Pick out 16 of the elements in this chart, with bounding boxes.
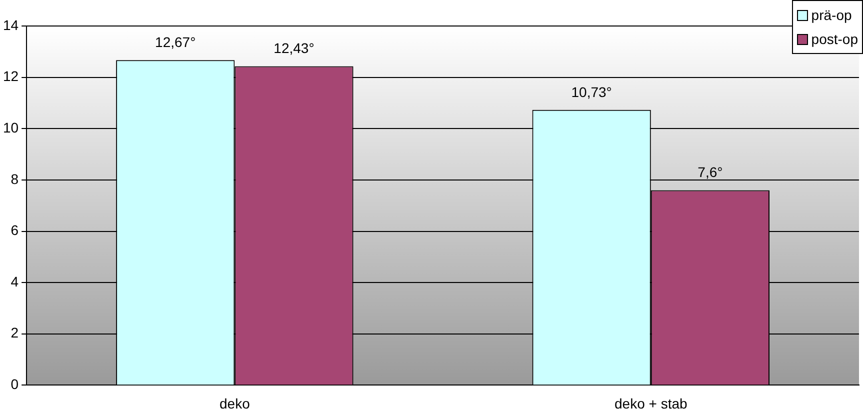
y-tick-label: 2 xyxy=(10,324,19,341)
y-tick-label: 12 xyxy=(2,68,19,84)
x-tick-label: deko xyxy=(220,395,250,412)
y-tick-label: 14 xyxy=(2,16,19,33)
y-tick-label: 10 xyxy=(2,119,19,136)
y-tick-label: 0 xyxy=(10,376,19,392)
legend-label: post-op xyxy=(811,30,858,49)
data-label: 12,67° xyxy=(155,34,196,50)
text: prä-op xyxy=(811,6,852,25)
data-label: 10,73° xyxy=(571,84,612,100)
x-tick-label: deko + stab xyxy=(614,395,688,412)
y-tick-label: 4 xyxy=(10,273,19,290)
data-label: 12,43° xyxy=(274,40,314,56)
y-tick-label: 8 xyxy=(10,170,19,187)
data-label: 7,6° xyxy=(698,164,723,180)
y-tick-label: 6 xyxy=(10,222,19,238)
